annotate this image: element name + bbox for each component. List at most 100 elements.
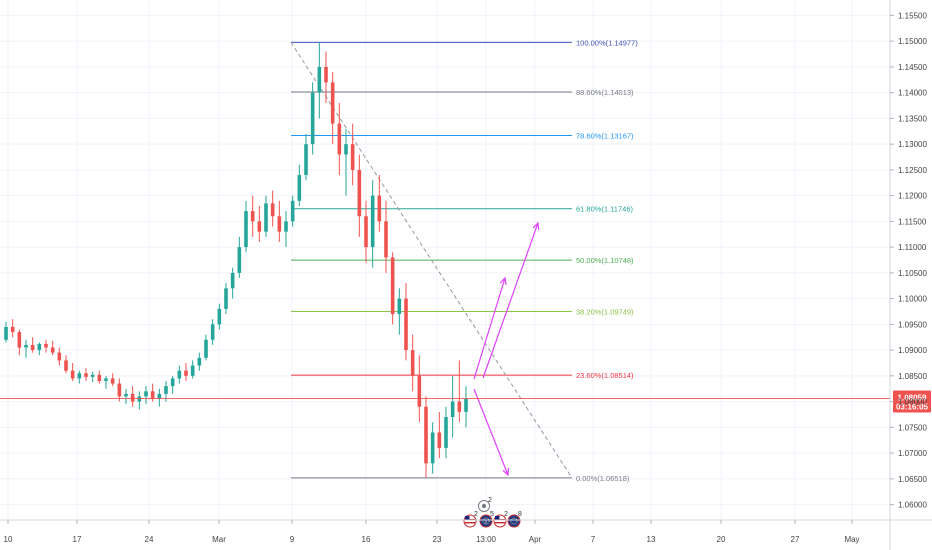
time-tick-label: May [844, 535, 859, 544]
candle-body [397, 298, 402, 315]
price-tick-label: 1.08000 [898, 398, 927, 407]
price-axis[interactable]: 1.06000 1.06500 1.07000 1.07500 1.08000 1.085… [889, 0, 927, 550]
candle-body [344, 144, 348, 155]
candle-body [157, 393, 162, 400]
candle-body [117, 383, 122, 397]
candle [404, 283, 408, 361]
candle-body [250, 211, 255, 222]
price-tick-label: 1.10000 [898, 295, 927, 304]
candle-body [197, 357, 202, 366]
candle [450, 375, 455, 438]
candle-body [464, 398, 468, 412]
candle [17, 329, 22, 356]
candle-body [150, 391, 155, 400]
projection-arrow-up-2[interactable] [482, 221, 540, 379]
candle [57, 347, 62, 366]
projection-arrow-up-1[interactable] [473, 276, 507, 380]
price-tick-label: 1.11500 [898, 217, 927, 226]
candle-body [390, 257, 395, 315]
candle [444, 406, 448, 459]
candle [10, 319, 15, 338]
candle-body [290, 200, 295, 222]
fib-level-label: 88.60%(1.14013) [576, 88, 634, 97]
time-tick-label: 7 [591, 535, 596, 544]
event-dot-icon [481, 503, 487, 509]
candle [304, 133, 308, 181]
time-tick-label: 16 [362, 535, 371, 544]
candle [217, 303, 222, 330]
arrow-head [499, 276, 507, 286]
price-tick-label: 1.08500 [898, 372, 927, 381]
time-tick-label: 9 [290, 535, 295, 544]
projection-arrow-down[interactable] [473, 388, 510, 477]
fib-level-label: 100.00%(1.14977) [576, 38, 638, 47]
fib-level-label: 50.00%(1.10748) [576, 256, 634, 265]
price-tick-label: 1.06000 [898, 501, 927, 510]
event-marker[interactable]: 5 [479, 511, 494, 528]
event-marker[interactable]: 2 [463, 511, 478, 528]
candle-body [84, 373, 88, 377]
price-tick-label: 1.09500 [898, 320, 927, 329]
candle [430, 422, 435, 474]
candle [50, 340, 55, 356]
candle-body [377, 195, 382, 222]
price-tick-label: 1.12500 [898, 166, 927, 175]
economic-events[interactable]: 2 2 5 2 8 [463, 497, 522, 528]
time-tick-label: 23 [433, 535, 442, 544]
price-tick-label: 1.07000 [898, 449, 927, 458]
fib-trend-line[interactable] [290, 42, 573, 479]
flag-stripe [495, 522, 505, 524]
candle-body [217, 308, 222, 325]
arrow-shaft [473, 388, 509, 476]
candle-body [304, 144, 308, 176]
candle-body [277, 216, 282, 232]
price-tick-label: 1.06500 [898, 475, 927, 484]
time-axis[interactable]: 10 17 24 Mar 9 16 23 13:00 Apr 7 13 20 27 May [0, 519, 932, 544]
event-count: 8 [518, 511, 522, 518]
candle [410, 334, 415, 392]
candle-body [417, 375, 422, 407]
candle [297, 164, 302, 206]
time-tick-label: 17 [73, 535, 82, 544]
event-marker[interactable]: 8 [507, 511, 522, 528]
candle-body [37, 343, 42, 351]
candle-body [64, 360, 68, 371]
candle-body [210, 324, 215, 340]
candle [37, 342, 42, 356]
candle-body [230, 272, 235, 289]
candle [437, 411, 442, 459]
event-marker[interactable]: 2 [493, 511, 508, 528]
candle [30, 337, 35, 353]
price-tick-label: 1.12000 [898, 192, 927, 201]
candle-body [90, 374, 95, 377]
candle [237, 236, 242, 279]
candle-body [324, 66, 328, 83]
eu-flag-icon [507, 514, 521, 528]
candle-body [44, 343, 48, 348]
current-price-value: 1.08059 [898, 394, 927, 403]
event-marker-top[interactable]: 2 [478, 497, 493, 512]
candle-body [384, 221, 388, 258]
candle-body [310, 92, 315, 145]
fib-level-label: 61.80%(1.11746) [576, 205, 633, 214]
candle [284, 211, 288, 248]
candle-body [184, 370, 188, 376]
time-tick-label: 13:00 [476, 535, 497, 544]
fibonacci-retracement[interactable]: 100.00%(1.14977) 88.60%(1.14013) 78.60%(1.… [290, 38, 638, 483]
price-tick-label: 1.15500 [898, 11, 927, 20]
candle [204, 334, 208, 361]
event-count: 2 [474, 511, 478, 518]
candle-body [350, 144, 355, 170]
candle-body [437, 432, 442, 448]
candle [244, 200, 248, 253]
candle [250, 195, 255, 237]
candle-body [137, 396, 142, 402]
candle [424, 396, 428, 478]
candle [417, 355, 422, 423]
candle [337, 102, 342, 176]
trend-lines[interactable] [473, 221, 540, 477]
event-count: 5 [490, 511, 494, 518]
candle [64, 355, 68, 374]
eu-stars [510, 517, 518, 525]
